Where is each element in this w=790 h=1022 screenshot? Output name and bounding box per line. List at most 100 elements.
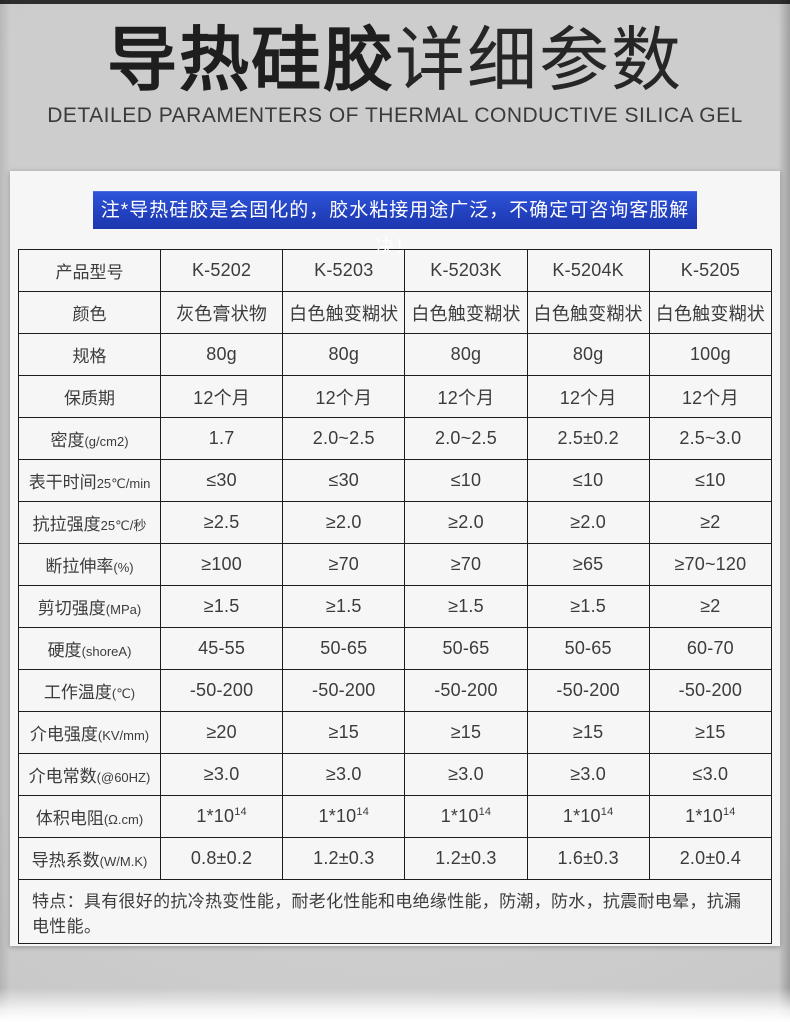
cell-value: ≥70 [328, 554, 360, 574]
table-cell: 1.2±0.3 [282, 837, 406, 880]
table-footer-row: 特点：具有很好的抗冷热变性能，耐老化性能和电绝缘性能，防潮，防水，抗震耐电晕，抗… [18, 879, 772, 944]
model-cell: K-5204K [526, 249, 650, 292]
row-label-unit: (Ω.cm) [103, 812, 144, 827]
cell-value: -50-200 [312, 680, 376, 700]
cell-value: ≥2 [700, 512, 721, 532]
row-label-unit: (℃) [111, 686, 136, 701]
table-cell: 12个月 [404, 375, 528, 418]
row-label: 断拉伸率(%) [18, 543, 161, 586]
row-label-main: 介电常数 [28, 767, 97, 786]
cell-value: 80g [328, 344, 360, 364]
table-cell: 1*1014 [159, 795, 284, 838]
cell-value: ≥1.5 [448, 596, 484, 616]
table-cell: ≤3.0 [648, 753, 773, 796]
cell-value: 2.5~3.0 [679, 428, 742, 448]
table-row: 剪切强度(MPa) ≥1.5 ≥1.5 ≥1.5 ≥1.5 ≥2 [18, 585, 773, 628]
spec-table-body: 产品型号 K-5202 K-5203 K-5203K K-5204K K-5205 颜色 灰色… [18, 249, 773, 944]
cell-value: ≥15 [328, 722, 360, 742]
cell-value: 1*1014 [196, 806, 247, 826]
bottom-fade [0, 988, 790, 1022]
cell-value: 12个月 [315, 387, 373, 408]
table-cell: 白色触变糊状 [526, 291, 650, 334]
table-cell: 2.5~3.0 [648, 417, 773, 460]
table-cell: 2.0~2.5 [282, 417, 406, 460]
row-label-main: 工作温度 [43, 683, 112, 702]
table-cell: ≥70~120 [648, 543, 773, 586]
table-cell: 1*1014 [282, 795, 406, 838]
cell-value: -50-200 [556, 680, 620, 700]
table-cell: 2.0~2.5 [404, 417, 528, 460]
table-cell: 1.6±0.3 [526, 837, 650, 880]
row-label: 介电强度(KV/mm) [18, 711, 161, 754]
cell-value: K-5204K [552, 260, 624, 280]
cell-value: ≤30 [328, 470, 360, 490]
row-label-main: 保质期 [64, 389, 115, 408]
cell-value: 白色触变糊状 [289, 303, 399, 324]
cell-value: 45-55 [198, 638, 246, 658]
cell-value: ≤30 [206, 470, 237, 490]
row-label-unit: (W/M.K) [99, 854, 148, 869]
title-light: 详细参数 [395, 21, 683, 99]
cell-value: K-5205 [680, 260, 740, 280]
cell-value: ≤10 [572, 470, 604, 490]
row-label-main: 密度 [50, 431, 85, 450]
row-label-unit: (shoreA) [81, 644, 132, 659]
cell-value: 60-70 [686, 638, 734, 658]
table-row: 导热系数(W/M.K) 0.8±0.2 1.2±0.3 1.2±0.3 1.6±0.3 2… [18, 837, 773, 880]
table-cell: ≥3.0 [159, 753, 284, 796]
table-row: 介电强度(KV/mm) ≥20 ≥15 ≥15 ≥15 ≥15 [18, 711, 773, 754]
cell-value: -50-200 [434, 680, 498, 700]
table-cell: 80g [404, 333, 528, 376]
cell-value-exponent: 14 [722, 806, 736, 818]
row-label: 规格 [18, 333, 161, 376]
table-cell: 100g [648, 333, 773, 376]
row-label-main: 断拉伸率 [45, 557, 114, 576]
table-cell: ≥15 [648, 711, 773, 754]
table-row: 规格 80g 80g 80g 80g 100g [18, 333, 773, 376]
row-label: 工作温度(℃) [18, 669, 161, 712]
cell-value: 12个月 [193, 387, 250, 408]
cell-value: 100g [689, 344, 731, 364]
cell-value: 2.0±0.4 [679, 848, 742, 868]
cell-value: ≥1.5 [325, 596, 362, 616]
cell-value: 50-65 [564, 638, 612, 658]
cell-value: -50-200 [189, 680, 254, 700]
cell-value: ≥3.0 [203, 764, 240, 784]
row-label-unit: (%) [113, 560, 134, 575]
table-cell: 2.5±0.2 [526, 417, 650, 460]
table-row: 抗拉强度25℃/秒 ≥2.5 ≥2.0 ≥2.0 ≥2.0 ≥2 [18, 501, 773, 544]
table-cell: ≥15 [526, 711, 650, 754]
table-cell: 50-65 [526, 627, 650, 670]
cell-value: ≥1.5 [570, 596, 606, 616]
table-cell: ≥2.0 [282, 501, 406, 544]
row-label-main: 产品型号 [55, 263, 124, 282]
row-label: 剪切强度(MPa) [18, 585, 161, 628]
cell-value: ≥1.5 [203, 596, 240, 616]
cell-value: ≥2.0 [570, 512, 606, 532]
row-label-main: 体积电阻 [35, 809, 104, 828]
cell-value: 灰色膏状物 [176, 303, 268, 324]
table-cell: -50-200 [526, 669, 650, 712]
cell-value: 80g [206, 344, 237, 364]
table-cell: 1*1014 [526, 795, 650, 838]
row-label: 体积电阻(Ω.cm) [18, 795, 161, 838]
table-cell: 50-65 [282, 627, 406, 670]
row-label: 硬度(shoreA) [18, 627, 161, 670]
row-label: 导热系数(W/M.K) [18, 837, 161, 880]
page-title: 导热硅胶详细参数 [0, 4, 790, 104]
table-cell: ≥2.5 [159, 501, 284, 544]
table-cell: 白色触变糊状 [404, 291, 528, 334]
table-cell: ≥100 [159, 543, 284, 586]
table-row: 断拉伸率(%) ≥100 ≥70 ≥70 ≥65 ≥70~120 [18, 543, 773, 586]
cell-value: 1.7 [208, 428, 235, 448]
cell-value: 白色触变糊状 [655, 303, 765, 324]
table-cell: ≥65 [526, 543, 650, 586]
row-label-main: 抗拉强度 [32, 515, 101, 534]
table-header-row: 产品型号 K-5202 K-5203 K-5203K K-5204K K-5205 [18, 249, 773, 292]
cell-value: 1.2±0.3 [435, 848, 497, 868]
table-cell: -50-200 [404, 669, 528, 712]
cell-value: K-5203 [314, 260, 374, 280]
table-cell: 1*1014 [648, 795, 773, 838]
table-cell: 1.2±0.3 [404, 837, 528, 880]
cell-value: ≥3.0 [325, 764, 362, 784]
